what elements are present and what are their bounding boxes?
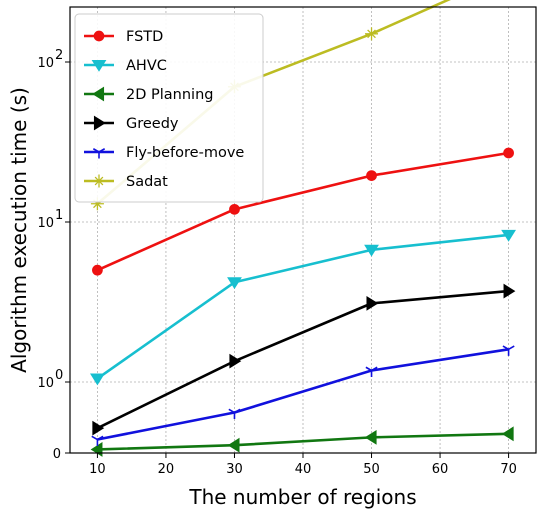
y-tick-label: 10	[37, 216, 54, 231]
series-greedy	[92, 283, 516, 436]
legend-entry-fstd: FSTD	[84, 29, 163, 45]
data-point-ahvc	[227, 277, 242, 290]
legend-box	[74, 13, 264, 203]
legend-swatch-marker	[93, 115, 106, 131]
data-point-fstd	[92, 264, 103, 276]
data-point-ahvc	[501, 229, 516, 242]
x-tick-label: 30	[226, 462, 243, 477]
x-axis-label: The number of regions	[188, 485, 416, 509]
x-tick-label: 50	[363, 462, 380, 477]
legend-label: AHVC	[126, 58, 167, 74]
series-line-greedy	[96, 289, 509, 430]
series-line-2d-planning	[97, 432, 509, 451]
legend-label: Sadat	[126, 174, 168, 190]
legend-entry-2d-planning: 2D Planning	[84, 86, 213, 103]
series-line-fstd	[96, 151, 509, 272]
data-point-fly-before-move	[502, 345, 515, 356]
y-tick-label: 10	[37, 56, 54, 71]
series-layer	[90, 0, 516, 457]
legend-entry-sadat: Sadat	[84, 174, 168, 190]
y-tick-exponent: 1	[55, 208, 63, 223]
x-tick-label: 40	[295, 462, 312, 477]
data-point-fly-before-move	[91, 435, 104, 447]
data-point-fstd	[366, 170, 377, 181]
x-tick-label: 20	[158, 462, 175, 477]
data-point-fstd	[229, 203, 240, 215]
x-tick-label: 70	[500, 462, 517, 477]
data-point-ahvc	[90, 373, 105, 386]
y-tick-exponent: 0	[55, 368, 63, 383]
data-point-sadat	[365, 27, 379, 41]
y-tick-label: 10	[37, 376, 54, 391]
legend-label: FSTD	[126, 29, 163, 45]
legend-entry-greedy: Greedy	[84, 115, 179, 132]
y-axis-label: Algorithm execution time (s)	[7, 87, 31, 373]
series-fly-before-move	[91, 345, 515, 447]
legend-swatch-marker	[91, 59, 107, 72]
legend-swatch-marker	[92, 86, 105, 102]
legend-swatch-marker	[92, 148, 106, 159]
y-tick-label: 0	[53, 447, 61, 462]
x-tick-label: 10	[89, 462, 106, 477]
legend-label: Greedy	[126, 116, 179, 132]
data-point-greedy	[92, 420, 105, 436]
data-point-fly-before-move	[365, 366, 378, 377]
data-point-2d-planning	[501, 426, 514, 442]
y-tick-exponent: 2	[55, 48, 63, 63]
legend-swatch-marker	[93, 30, 105, 42]
legend-entry-ahvc: AHVC	[84, 58, 167, 74]
legend: FSTD AHVC 2D Planning Greedy Fly-before-move…	[74, 13, 264, 203]
series-line-fly-before-move	[97, 348, 509, 441]
data-point-ahvc	[364, 244, 379, 257]
data-point-fstd	[503, 147, 514, 159]
legend-label: 2D Planning	[126, 87, 213, 103]
legend-entry-fly-before-move: Fly-before-move	[84, 145, 244, 161]
x-tick-label: 60	[432, 462, 449, 477]
legend-swatch-marker	[92, 174, 106, 188]
data-point-greedy	[503, 283, 516, 299]
data-point-2d-planning	[227, 437, 240, 453]
series-line-ahvc	[96, 233, 509, 380]
data-point-greedy	[229, 353, 242, 369]
legend-label: Fly-before-move	[126, 145, 244, 161]
series-ahvc	[90, 229, 516, 386]
data-point-2d-planning	[364, 429, 377, 445]
series-2d-planning	[90, 426, 514, 457]
data-point-greedy	[366, 295, 379, 311]
data-point-fly-before-move	[228, 408, 241, 420]
data-point-sadat	[90, 197, 104, 211]
series-fstd	[92, 147, 514, 276]
